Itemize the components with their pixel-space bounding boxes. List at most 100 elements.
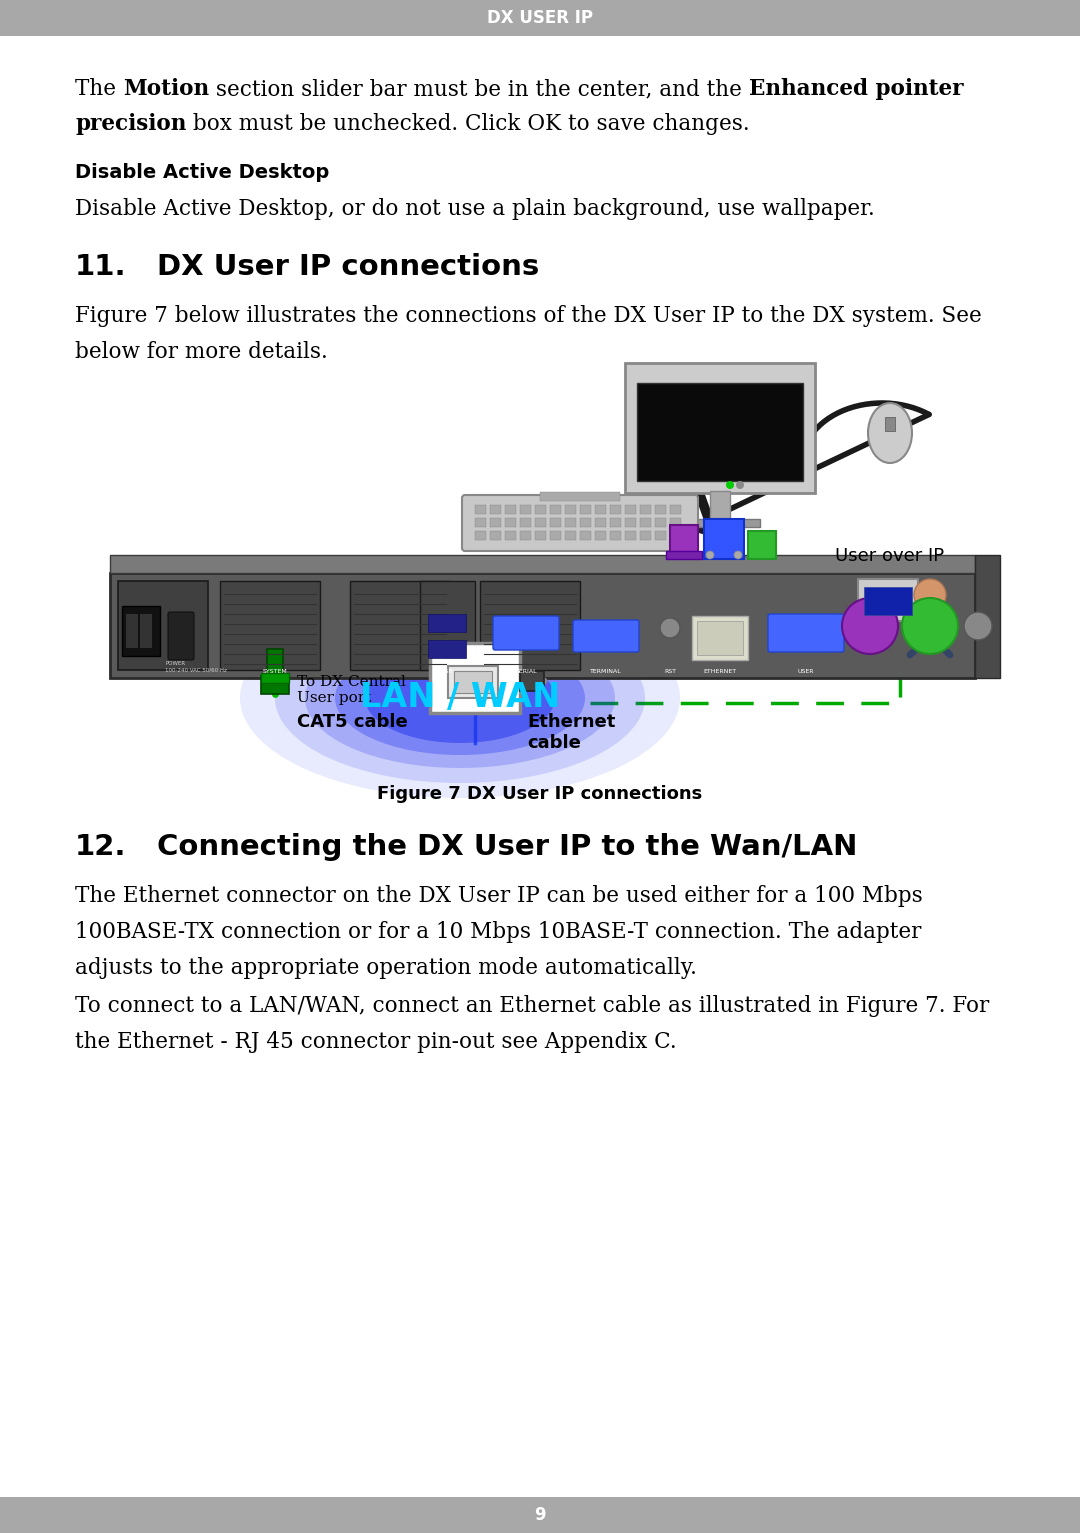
FancyBboxPatch shape (625, 518, 636, 527)
FancyBboxPatch shape (654, 518, 666, 527)
FancyBboxPatch shape (448, 665, 498, 698)
FancyBboxPatch shape (670, 518, 681, 527)
Text: Disable Active Desktop: Disable Active Desktop (75, 162, 329, 182)
Text: To DX Central
User port: To DX Central User port (297, 675, 406, 705)
Circle shape (706, 550, 714, 560)
FancyBboxPatch shape (625, 363, 815, 494)
FancyBboxPatch shape (535, 518, 546, 527)
Text: Motion: Motion (123, 78, 210, 100)
FancyBboxPatch shape (428, 615, 465, 632)
FancyBboxPatch shape (610, 530, 621, 540)
Text: Figure 7 DX User IP connections: Figure 7 DX User IP connections (377, 785, 703, 803)
FancyBboxPatch shape (697, 621, 743, 655)
FancyBboxPatch shape (565, 504, 576, 514)
Text: POWER
100-240 VAC 50/60 Hz: POWER 100-240 VAC 50/60 Hz (165, 661, 227, 671)
FancyBboxPatch shape (462, 495, 698, 550)
FancyBboxPatch shape (640, 518, 651, 527)
FancyBboxPatch shape (110, 573, 975, 678)
FancyBboxPatch shape (490, 530, 501, 540)
Text: precision: precision (75, 113, 187, 135)
FancyBboxPatch shape (454, 671, 492, 693)
Text: the Ethernet - RJ 45 connector pin-out see Appendix C.: the Ethernet - RJ 45 connector pin-out s… (75, 1032, 677, 1053)
FancyBboxPatch shape (625, 504, 636, 514)
FancyBboxPatch shape (267, 648, 283, 675)
Circle shape (734, 550, 742, 560)
Text: box must be unchecked. Click OK to save changes.: box must be unchecked. Click OK to save … (187, 113, 750, 135)
Text: Disable Active Desktop, or do not use a plain background, use wallpaper.: Disable Active Desktop, or do not use a … (75, 198, 875, 221)
FancyBboxPatch shape (475, 504, 486, 514)
FancyBboxPatch shape (710, 491, 730, 521)
FancyBboxPatch shape (475, 530, 486, 540)
Text: Ethernet
cable: Ethernet cable (527, 713, 616, 751)
FancyBboxPatch shape (595, 530, 606, 540)
FancyBboxPatch shape (768, 615, 843, 652)
FancyBboxPatch shape (565, 530, 576, 540)
Text: Enhanced pointer: Enhanced pointer (748, 78, 963, 100)
Ellipse shape (240, 598, 680, 799)
FancyBboxPatch shape (670, 504, 681, 514)
Bar (0, 1498, 1080, 1533)
FancyBboxPatch shape (920, 599, 940, 632)
FancyBboxPatch shape (666, 550, 702, 560)
FancyBboxPatch shape (535, 530, 546, 540)
FancyBboxPatch shape (492, 616, 559, 650)
FancyBboxPatch shape (640, 530, 651, 540)
Bar (885, 417, 895, 431)
Text: RST: RST (664, 668, 676, 675)
Circle shape (660, 618, 680, 638)
Text: To connect to a LAN/WAN, connect an Ethernet cable as illustrated in Figure 7. F: To connect to a LAN/WAN, connect an Ethe… (75, 995, 989, 1016)
FancyBboxPatch shape (680, 520, 760, 527)
Text: 12.: 12. (75, 832, 126, 862)
FancyBboxPatch shape (640, 504, 651, 514)
Circle shape (735, 481, 744, 489)
FancyBboxPatch shape (519, 530, 531, 540)
FancyBboxPatch shape (261, 676, 289, 694)
Text: USER: USER (798, 668, 814, 675)
FancyBboxPatch shape (595, 518, 606, 527)
FancyBboxPatch shape (858, 579, 918, 621)
Text: ETHERNET: ETHERNET (703, 668, 737, 675)
Circle shape (914, 579, 946, 612)
FancyBboxPatch shape (573, 619, 639, 652)
FancyBboxPatch shape (580, 518, 591, 527)
Text: 9: 9 (535, 1505, 545, 1524)
FancyBboxPatch shape (490, 518, 501, 527)
Ellipse shape (275, 613, 645, 783)
Ellipse shape (365, 653, 555, 744)
FancyBboxPatch shape (540, 492, 620, 501)
Circle shape (964, 612, 993, 639)
FancyBboxPatch shape (505, 504, 516, 514)
FancyBboxPatch shape (748, 530, 777, 560)
Ellipse shape (305, 629, 615, 768)
Text: The Ethernet connector on the DX User IP can be used either for a 100 Mbps: The Ethernet connector on the DX User IP… (75, 885, 922, 908)
FancyBboxPatch shape (519, 671, 544, 691)
FancyBboxPatch shape (637, 383, 804, 481)
FancyBboxPatch shape (975, 555, 1000, 678)
FancyBboxPatch shape (610, 518, 621, 527)
FancyBboxPatch shape (505, 518, 516, 527)
FancyBboxPatch shape (550, 504, 561, 514)
FancyBboxPatch shape (220, 581, 320, 670)
FancyBboxPatch shape (580, 530, 591, 540)
Circle shape (902, 598, 958, 655)
Text: 100BASE-TX connection or for a 10 Mbps 10BASE-T connection. The adapter: 100BASE-TX connection or for a 10 Mbps 1… (75, 921, 921, 943)
Ellipse shape (868, 403, 912, 463)
FancyBboxPatch shape (595, 504, 606, 514)
FancyBboxPatch shape (670, 530, 681, 540)
FancyBboxPatch shape (580, 504, 591, 514)
Text: below for more details.: below for more details. (75, 340, 327, 363)
FancyBboxPatch shape (480, 581, 580, 670)
FancyBboxPatch shape (625, 530, 636, 540)
FancyBboxPatch shape (261, 673, 289, 684)
FancyBboxPatch shape (704, 520, 744, 560)
Text: CAT5 cable: CAT5 cable (297, 713, 408, 731)
Text: The: The (75, 78, 123, 100)
FancyBboxPatch shape (864, 587, 912, 615)
Text: DX USER IP: DX USER IP (487, 9, 593, 28)
FancyBboxPatch shape (692, 616, 748, 661)
FancyBboxPatch shape (168, 612, 194, 661)
FancyBboxPatch shape (670, 524, 698, 555)
FancyBboxPatch shape (519, 518, 531, 527)
Text: DX User IP connections: DX User IP connections (157, 253, 539, 281)
Bar (126, 615, 138, 648)
